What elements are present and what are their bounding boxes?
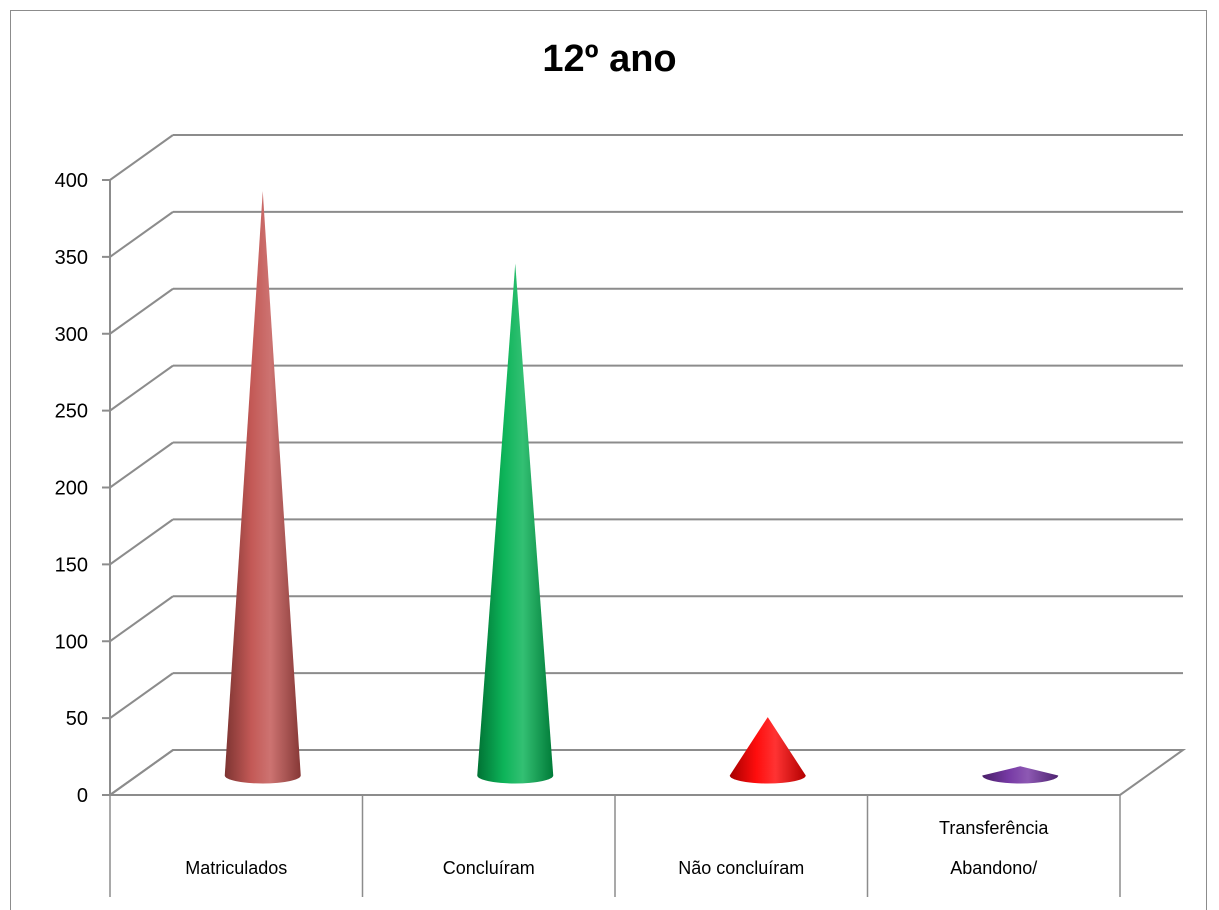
cone-body <box>729 717 806 784</box>
x-tick-label: Abandono/ <box>950 858 1037 878</box>
gridline-side <box>109 672 174 719</box>
gridline-side <box>109 211 174 258</box>
gridline-side <box>109 749 174 796</box>
y-tick-label: 200 <box>55 478 88 500</box>
chart-marks <box>224 191 1059 784</box>
gridline-side <box>109 441 174 489</box>
y-tick-label: 0 <box>77 785 88 807</box>
x-tick-label: Concluíram <box>443 858 535 878</box>
x-tick-label: Matriculados <box>185 858 287 878</box>
y-tick-label: 250 <box>55 401 88 423</box>
x-axis: Matriculados Concluíram Não concluíram Tran… <box>109 794 1121 897</box>
y-tick-label: 150 <box>55 554 88 576</box>
chart-gridlines <box>109 134 1183 796</box>
x-tick-label: Não concluíram <box>678 858 804 878</box>
bar-matriculados <box>224 191 301 784</box>
bar-conclu-ram <box>477 263 554 784</box>
y-tick-label: 400 <box>55 170 88 192</box>
gridline-side <box>109 134 174 181</box>
y-tick-label: 100 <box>55 631 88 653</box>
cone-body <box>477 263 554 784</box>
gridline-side <box>109 287 174 335</box>
y-tick-label: 300 <box>55 324 88 346</box>
bar-abandono-transfer-ncia <box>982 766 1059 784</box>
y-tick-label: 350 <box>55 247 88 269</box>
gridline-side <box>109 595 174 643</box>
cone-body <box>224 191 301 784</box>
x-tick-label: Transferência <box>939 818 1049 838</box>
bar-n-o-conclu-ram <box>729 717 806 784</box>
chart-title: 12º ano <box>542 38 677 80</box>
chart-frame <box>10 10 1207 910</box>
y-axis: 0 50 100 150 200 250 300 350 400 <box>55 170 111 807</box>
gridline-side <box>109 364 174 412</box>
y-tick-label: 50 <box>66 708 88 730</box>
cone-body <box>982 766 1059 784</box>
gridline-side <box>109 518 174 566</box>
